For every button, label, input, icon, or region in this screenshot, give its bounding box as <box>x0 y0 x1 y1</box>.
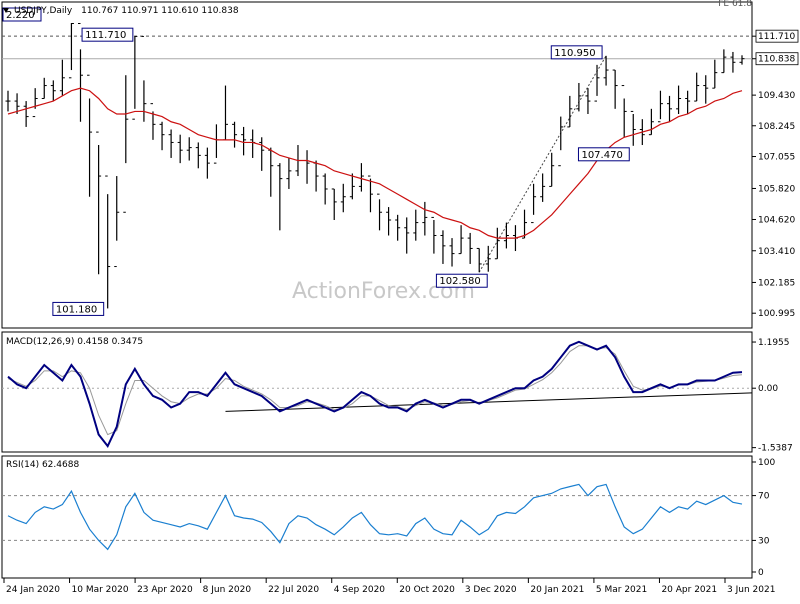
price-annotation: 111.710 <box>81 27 134 42</box>
macd-y-tick-label: -1.5387 <box>758 444 793 454</box>
rsi-panel: 100 70 30 0 RSI(14) 62.4688 <box>1 455 775 579</box>
macd-signal-line <box>7 345 743 436</box>
price-y-tick-label: 104.620 <box>758 215 795 225</box>
annotation-box <box>2 7 42 22</box>
time-axis-tick-label: 24 Jan 2020 <box>6 585 60 595</box>
rsi-y-tick-label: 0 <box>758 568 764 578</box>
price-y-tick-label: 110.838 <box>758 55 795 65</box>
time-axis-tick-label: 23 Apr 2020 <box>137 585 193 595</box>
annotation-label: 102.580 <box>439 276 480 287</box>
annotation-box <box>435 273 488 288</box>
price-annotation: 101.180 <box>52 301 105 316</box>
price-annotation: 2.220 <box>2 7 42 22</box>
time-axis-tick-label: 22 Jul 2020 <box>268 585 319 595</box>
price-annotation: 102.580 <box>435 273 488 288</box>
annotation-box <box>577 147 630 162</box>
price-y-tick-label: 100.995 <box>758 309 795 319</box>
annotation-box <box>81 27 134 42</box>
time-axis-tick-label: 5 Mar 2021 <box>596 585 647 595</box>
time-axis-tick-label: 3 Jun 2021 <box>727 585 775 595</box>
time-axis-tick-label: 20 Oct 2020 <box>399 585 455 595</box>
price-annotation: 107.470 <box>577 147 630 162</box>
time-axis-tick-label: 20 Apr 2021 <box>661 585 717 595</box>
macd-trendline <box>225 392 753 412</box>
price-panel-frame <box>1 1 753 329</box>
ohlc-header: 110.767 110.971 110.610 110.838 <box>81 6 239 16</box>
annotation-label: 110.950 <box>554 48 595 59</box>
price-y-tick-label: 105.820 <box>758 184 795 194</box>
price-y-tick-label: 107.055 <box>758 153 795 163</box>
price-y-tick-label: 109.430 <box>758 91 795 101</box>
rsi-panel-frame <box>1 455 753 579</box>
rsi-y-tick-label: 70 <box>758 492 770 502</box>
collapse-triangle-icon[interactable] <box>3 8 9 13</box>
macd-y-tick-label: 1.1955 <box>758 338 790 348</box>
annotation-box <box>52 301 105 316</box>
rsi-y-tick-label: 30 <box>758 536 770 546</box>
symbol-title: USDJPY,Daily <box>14 6 73 16</box>
rsi-y-tick-label: 100 <box>758 458 775 468</box>
price-y-tick-label: 111.710 <box>758 32 795 42</box>
macd-y-tick-label: 0.00 <box>758 384 778 394</box>
moving-average-line <box>7 87 743 239</box>
time-axis-tick-label: 4 Sep 2020 <box>334 585 386 595</box>
price-annotation: 110.950 <box>550 45 603 60</box>
time-axis-tick-label: 8 Jun 2020 <box>203 585 252 595</box>
price-y-tick-label: 103.410 <box>758 247 795 257</box>
annotation-label: 2.220 <box>6 10 35 21</box>
macd-panel: 1.1955 0.00 -1.5387 MACD(12,26,9) 0.4158 0… <box>1 331 793 454</box>
time-axis-tick-label: 20 Jan 2021 <box>530 585 584 595</box>
rsi-line <box>7 483 743 551</box>
annotation-box <box>550 45 603 60</box>
annotation-label: 107.470 <box>581 150 622 161</box>
time-axis: 24 Jan 2020 10 Mar 2020 23 Apr 2020 8 Jun 2… <box>3 578 775 595</box>
macd-line <box>7 340 743 449</box>
price-y-tick-label: 102.185 <box>758 278 795 288</box>
time-axis-tick-label: 3 Dec 2020 <box>465 585 517 595</box>
price-panel-title: USDJPY,Daily 110.767 110.971 110.610 110… <box>14 6 239 16</box>
time-axis-tick-label: 10 Mar 2020 <box>72 585 129 595</box>
macd-panel-frame <box>1 331 753 453</box>
annotation-label: 101.180 <box>56 304 97 315</box>
rsi-panel-title: RSI(14) 62.4688 <box>6 460 79 470</box>
price-y-tick-label: 108.245 <box>758 122 795 132</box>
price-trendline <box>478 55 607 273</box>
price-panel: ActionForex.com 111.710110.838109.430108… <box>1 0 799 329</box>
corner-label: FE 61.8 <box>718 0 752 9</box>
price-level-tag <box>755 29 799 43</box>
macd-panel-title: MACD(12,26,9) 0.4158 0.3475 <box>6 337 143 347</box>
price-level-tag <box>755 52 799 66</box>
annotation-label: 111.710 <box>85 30 126 41</box>
